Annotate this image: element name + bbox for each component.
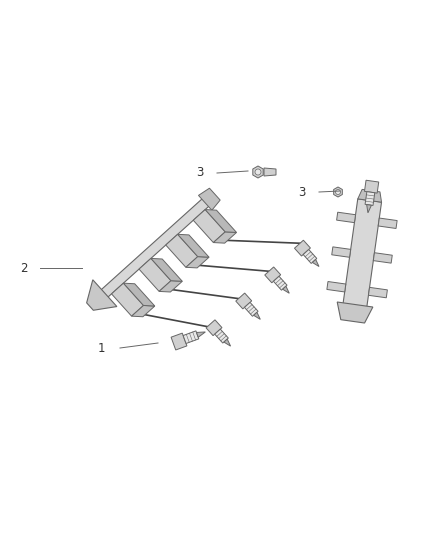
Polygon shape — [213, 232, 237, 243]
Polygon shape — [151, 259, 182, 281]
Polygon shape — [343, 199, 381, 311]
Polygon shape — [244, 302, 258, 316]
Polygon shape — [139, 259, 171, 292]
Polygon shape — [368, 287, 387, 298]
Polygon shape — [273, 276, 287, 290]
Polygon shape — [198, 188, 220, 210]
Polygon shape — [183, 331, 199, 343]
Circle shape — [336, 190, 340, 195]
Polygon shape — [265, 267, 281, 283]
Polygon shape — [206, 320, 222, 336]
Polygon shape — [373, 253, 392, 263]
Text: 3: 3 — [299, 185, 306, 198]
Polygon shape — [378, 218, 397, 229]
Text: 1: 1 — [98, 342, 105, 354]
Polygon shape — [98, 196, 212, 300]
Polygon shape — [327, 281, 346, 292]
Polygon shape — [224, 339, 230, 346]
Polygon shape — [303, 249, 317, 263]
Polygon shape — [236, 293, 252, 309]
Polygon shape — [358, 189, 381, 202]
Polygon shape — [283, 286, 289, 293]
Polygon shape — [87, 280, 117, 310]
Polygon shape — [367, 205, 371, 213]
Polygon shape — [364, 180, 379, 193]
Polygon shape — [254, 312, 260, 319]
Polygon shape — [264, 168, 276, 176]
Polygon shape — [124, 283, 155, 306]
Polygon shape — [294, 240, 311, 256]
Polygon shape — [178, 235, 209, 257]
Polygon shape — [312, 260, 319, 266]
Polygon shape — [197, 332, 205, 337]
Polygon shape — [159, 281, 182, 292]
Polygon shape — [215, 329, 228, 343]
Text: 2: 2 — [21, 262, 28, 274]
Polygon shape — [112, 283, 144, 316]
Polygon shape — [171, 333, 187, 350]
Polygon shape — [131, 305, 155, 317]
Polygon shape — [337, 212, 356, 223]
Polygon shape — [193, 209, 225, 243]
Polygon shape — [365, 192, 375, 205]
Polygon shape — [337, 302, 373, 323]
Text: 3: 3 — [197, 166, 204, 180]
Polygon shape — [166, 235, 198, 268]
Polygon shape — [186, 256, 209, 268]
Circle shape — [255, 169, 261, 175]
Polygon shape — [205, 209, 237, 232]
Polygon shape — [334, 187, 343, 197]
Polygon shape — [332, 247, 351, 257]
Polygon shape — [253, 166, 263, 178]
